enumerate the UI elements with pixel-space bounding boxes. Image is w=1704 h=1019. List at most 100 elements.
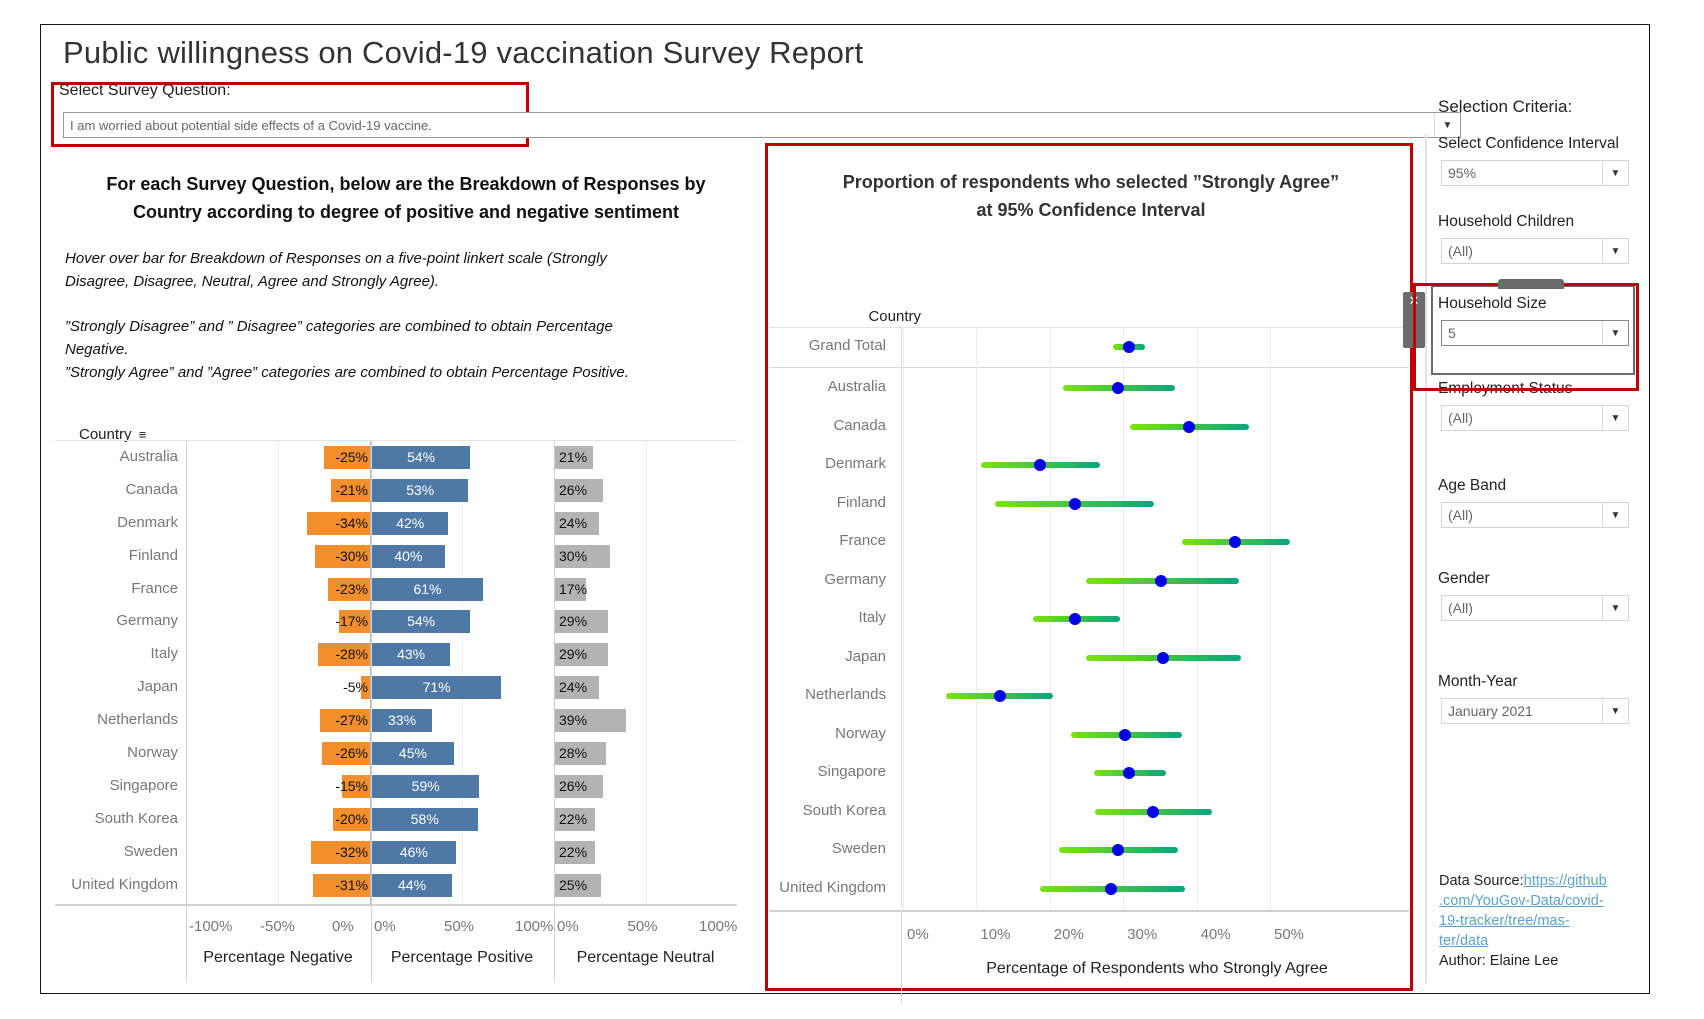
grand-total-rule [769,367,1409,368]
bar-label-neutral: 24% [559,514,588,531]
left-row-header[interactable]: Country ≡ [79,426,146,443]
estimate-point[interactable] [1155,574,1168,587]
estimate-point[interactable] [1112,382,1125,395]
bar-negative[interactable] [342,774,370,798]
estimate-point[interactable] [1183,420,1196,433]
bar-positive[interactable] [372,807,478,831]
bar-positive[interactable] [372,445,471,469]
axis-tick-label: 30% [1127,926,1158,943]
bar-negative[interactable] [318,643,370,667]
bar-neutral[interactable] [555,544,610,568]
row-label-netherlands: Netherlands [805,686,886,704]
bar-negative[interactable] [320,709,370,733]
filter-value: (All) [1448,507,1473,523]
bar-label-neutral: 21% [559,448,588,465]
filter-dropdown-household-size[interactable]: 5 ▼ [1441,320,1629,346]
bar-negative[interactable] [338,610,370,634]
bar-positive[interactable] [372,676,502,700]
bar-negative[interactable] [307,511,370,535]
bar-label-neutral: 30% [559,547,588,564]
bar-negative[interactable] [333,807,370,831]
data-source-link[interactable]: https://github [1523,873,1607,889]
bar-negative[interactable] [360,676,370,700]
bar-label-neutral: 26% [559,481,588,498]
estimate-point[interactable] [1034,459,1047,472]
bar-positive[interactable] [372,709,433,733]
filter-dropdown-age-band[interactable]: (All) ▼ [1441,502,1629,528]
bar-positive[interactable] [372,544,445,568]
axis-tick-label: 50% [444,917,475,935]
filter-dropdown-select-confidence-interval[interactable]: 95% ▼ [1441,160,1629,186]
bar-label-positive: 45% [398,745,427,762]
axis-tick-label: 0% [907,926,929,943]
bar-negative[interactable] [322,742,370,766]
bar-positive[interactable] [372,478,469,502]
bar-positive[interactable] [372,610,471,634]
bar-neutral[interactable] [555,709,627,733]
estimate-point[interactable] [1228,536,1241,549]
bar-neutral[interactable] [555,511,599,535]
bar-negative[interactable] [311,840,370,864]
data-source-link[interactable]: .com/YouGov-Data/covid- [1439,893,1604,909]
bar-neutral[interactable] [555,774,603,798]
filter-value: (All) [1448,600,1473,616]
sort-descending-icon[interactable]: ≡ [138,427,147,442]
bar-label-negative: -28% [335,646,368,663]
data-source-link[interactable]: ter/data [1439,933,1489,949]
estimate-point[interactable] [1147,805,1160,818]
bar-neutral[interactable] [555,478,603,502]
bar-label-positive: 40% [394,547,423,564]
chevron-down-icon[interactable]: ▼ [1602,596,1628,620]
filter-dropdown-gender[interactable]: (All) ▼ [1441,595,1629,621]
note-line: Hover over bar for Breakdown of Response… [65,250,607,267]
bar-positive[interactable] [372,643,451,667]
bar-positive[interactable] [372,742,454,766]
bar-neutral[interactable] [555,840,596,864]
bar-neutral[interactable] [555,676,599,700]
bar-positive[interactable] [372,511,449,535]
bar-label-negative: -25% [335,448,368,465]
survey-question-dropdown[interactable]: I am worried about potential side effect… [63,112,1461,138]
bar-neutral[interactable] [555,610,609,634]
filter-dropdown-employment-status[interactable]: (All) ▼ [1441,405,1629,431]
estimate-point[interactable] [1123,341,1136,353]
estimate-point[interactable] [1068,497,1081,510]
bar-neutral[interactable] [555,577,587,601]
chevron-down-icon[interactable]: ▼ [1602,239,1628,263]
household-size-tab-handle[interactable] [1498,279,1564,289]
bar-label-negative: -20% [335,810,368,827]
data-source-link[interactable]: 19-tracker/tree/mas- [1439,913,1570,929]
filter-dropdown-household-children[interactable]: (All) ▼ [1441,238,1629,264]
estimate-point[interactable] [1112,844,1125,857]
chevron-down-icon[interactable]: ▼ [1602,161,1628,185]
chevron-down-icon[interactable]: ▼ [1602,321,1628,345]
chevron-down-icon[interactable]: ▼ [1602,406,1628,430]
estimate-point[interactable] [993,690,1006,703]
estimate-point[interactable] [1156,651,1169,664]
estimate-point[interactable] [1119,728,1132,741]
bar-positive[interactable] [372,840,456,864]
filter-dropdown-month-year[interactable]: January 2021 ▼ [1441,698,1629,724]
estimate-point[interactable] [1105,882,1118,895]
bar-neutral[interactable] [555,807,596,831]
question-label: Select Survey Question: [59,82,231,99]
bar-neutral[interactable] [555,873,601,897]
bar-negative[interactable] [327,577,370,601]
estimate-point[interactable] [1069,613,1082,626]
bar-neutral[interactable] [555,643,609,667]
bar-positive[interactable] [372,577,484,601]
bar-negative[interactable] [314,544,370,568]
bar-neutral[interactable] [555,445,594,469]
bar-negative[interactable] [331,478,370,502]
chevron-down-icon[interactable]: ▼ [1602,503,1628,527]
bar-negative[interactable] [312,873,370,897]
bar-negative[interactable] [324,445,370,469]
bar-positive[interactable] [372,873,453,897]
x-axis-title: Percentage of Respondents who Strongly A… [986,960,1328,977]
bar-positive[interactable] [372,774,480,798]
chevron-down-icon[interactable]: ▼ [1602,699,1628,723]
bar-neutral[interactable] [555,742,607,766]
estimate-point[interactable] [1123,767,1136,780]
filter-value: 5 [1448,325,1456,341]
chevron-down-icon[interactable]: ▼ [1434,113,1460,137]
